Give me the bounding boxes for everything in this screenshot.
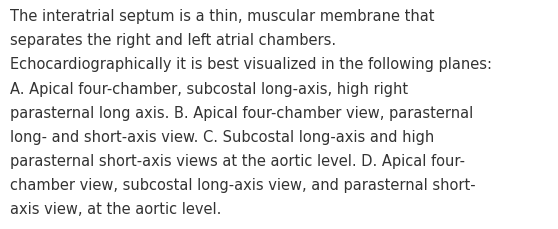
Text: parasternal long axis. B. Apical four-chamber view, parasternal: parasternal long axis. B. Apical four-ch…: [10, 105, 473, 120]
Text: A. Apical four-chamber, subcostal long-axis, high right: A. Apical four-chamber, subcostal long-a…: [10, 81, 408, 96]
Text: The interatrial septum is a thin, muscular membrane that: The interatrial septum is a thin, muscul…: [10, 9, 435, 24]
Text: axis view, at the aortic level.: axis view, at the aortic level.: [10, 202, 222, 216]
Text: Echocardiographically it is best visualized in the following planes:: Echocardiographically it is best visuali…: [10, 57, 492, 72]
Text: chamber view, subcostal long-axis view, and parasternal short-: chamber view, subcostal long-axis view, …: [10, 177, 475, 192]
Text: long- and short-axis view. C. Subcostal long-axis and high: long- and short-axis view. C. Subcostal …: [10, 129, 434, 144]
Text: parasternal short-axis views at the aortic level. D. Apical four-: parasternal short-axis views at the aort…: [10, 153, 465, 168]
Text: separates the right and left atrial chambers.: separates the right and left atrial cham…: [10, 33, 336, 48]
